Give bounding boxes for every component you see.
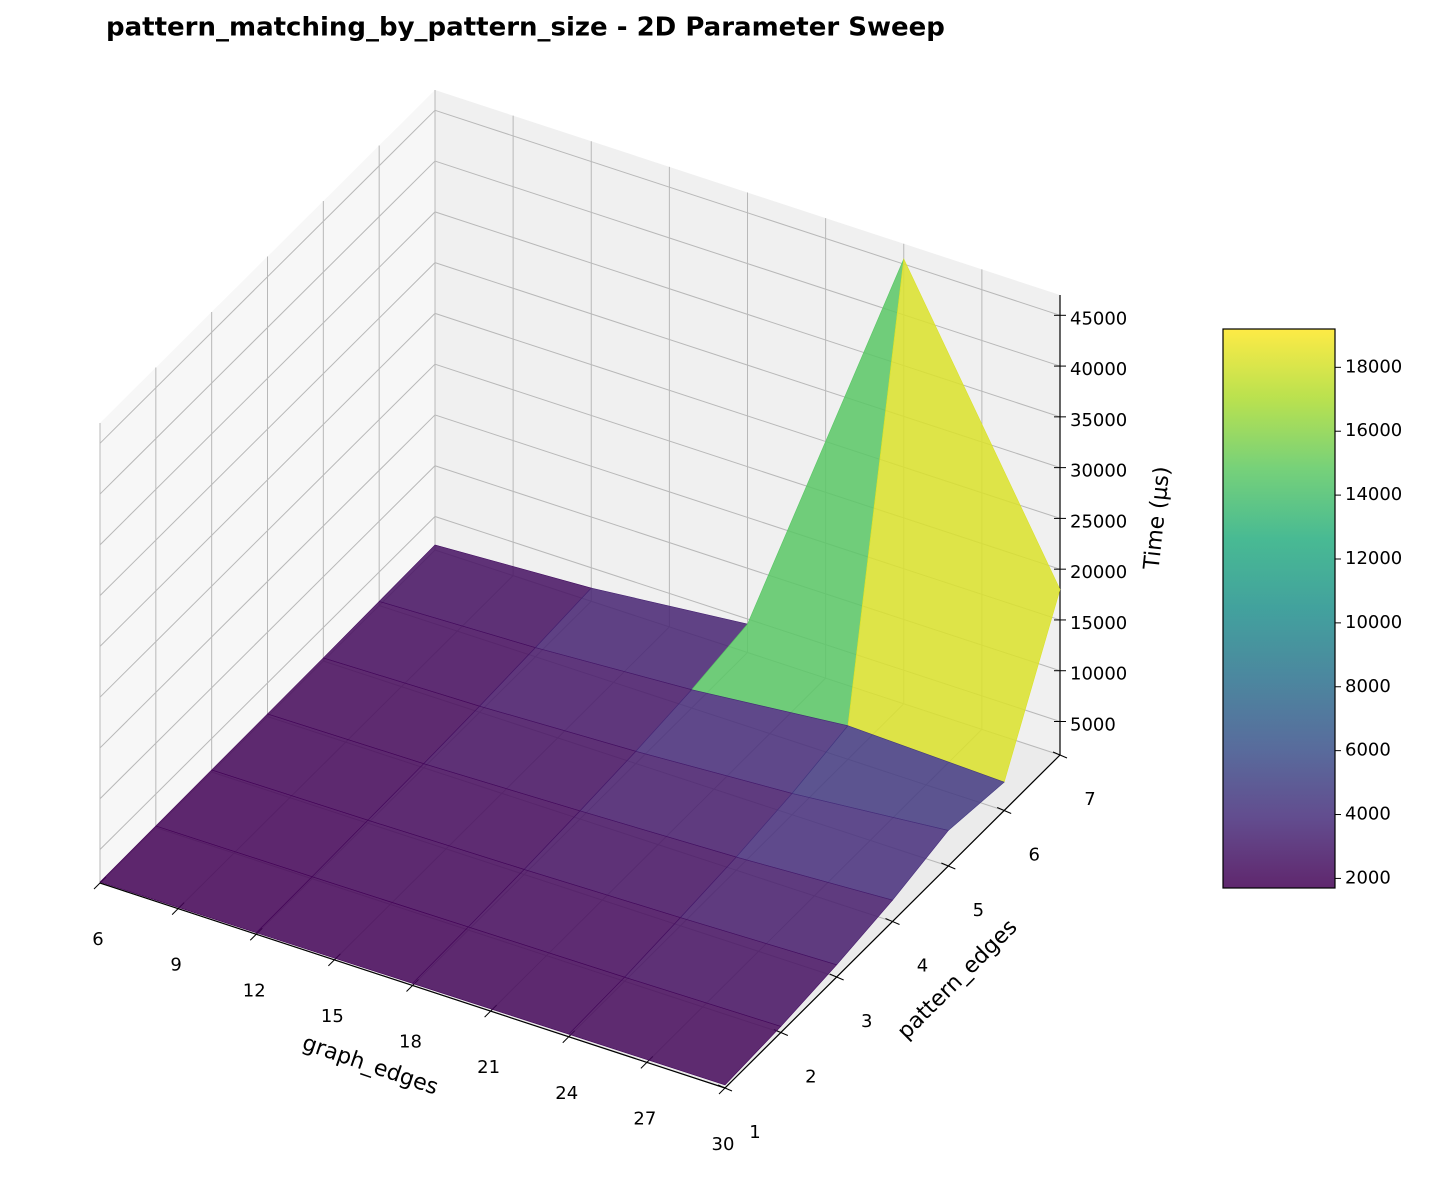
y-tick-label: 7 — [1084, 789, 1095, 810]
grid-line — [99, 363, 436, 698]
z-tick-label: 40000 — [1070, 359, 1127, 380]
z-tick-label: 10000 — [1070, 664, 1127, 685]
y-tick-label: 2 — [805, 1067, 816, 1088]
y-tick — [717, 1084, 733, 1092]
grid-line — [99, 313, 436, 647]
colorbar-tick-label: 18000 — [1345, 356, 1402, 377]
colorbar-tick-label: 12000 — [1345, 548, 1402, 569]
z-tick-label: 30000 — [1070, 461, 1127, 482]
z-tick-label: 5000 — [1070, 714, 1116, 735]
colorbar-tick-label: 14000 — [1345, 484, 1402, 505]
colorbar-tick-label: 8000 — [1345, 676, 1391, 697]
y-tick-label: 3 — [861, 1011, 872, 1032]
chart-title: pattern_matching_by_pattern_size - 2D Pa… — [106, 13, 945, 43]
grid-line — [99, 465, 436, 800]
colorbar-tick-label: 4000 — [1345, 804, 1391, 825]
z-tick-label: 15000 — [1070, 613, 1127, 634]
y-axis-label: pattern_edges — [893, 915, 1023, 1045]
x-tick-label: 6 — [92, 929, 103, 950]
colorbar-tick-label: 10000 — [1345, 612, 1402, 633]
x-tick-label: 30 — [712, 1134, 735, 1155]
x-tick-label: 15 — [321, 1006, 344, 1027]
colorbar — [1222, 328, 1336, 889]
x-tick-label: 24 — [555, 1083, 578, 1104]
z-tick-label: 25000 — [1070, 511, 1127, 532]
y-tick-label: 5 — [973, 900, 984, 921]
y-tick-label: 6 — [1028, 845, 1039, 866]
y-tick — [885, 918, 900, 925]
z-axis-label: Time (µs) — [1140, 465, 1176, 572]
grid-line — [99, 109, 436, 444]
grid-line — [99, 516, 436, 850]
grid-line — [434, 160, 1061, 367]
y-tick — [941, 862, 956, 870]
z-tick-label: 45000 — [1070, 308, 1127, 329]
surface-face — [568, 976, 782, 1086]
x-tick-label: 21 — [477, 1057, 500, 1078]
grid-line — [99, 211, 436, 546]
grid-line — [99, 414, 436, 749]
x-tick-label: 18 — [399, 1032, 422, 1053]
grid-line — [99, 262, 436, 596]
y-tick — [1052, 751, 1068, 759]
z-tick-label: 35000 — [1070, 410, 1127, 431]
colorbar-tick-label: 16000 — [1345, 420, 1402, 441]
grid-line — [434, 109, 1061, 316]
x-tick-label: 12 — [243, 980, 266, 1001]
y-tick — [996, 807, 1012, 814]
z-tick-label: 20000 — [1070, 562, 1127, 583]
y-tick — [829, 973, 844, 981]
grid-line — [99, 160, 436, 495]
y-tick-label: 4 — [917, 956, 928, 977]
colorbar-tick-label: 2000 — [1345, 867, 1391, 888]
x-tick-label: 9 — [170, 955, 181, 976]
y-tick-label: 1 — [749, 1122, 760, 1143]
x-tick-label: 27 — [633, 1108, 656, 1129]
colorbar-tick-label: 6000 — [1345, 740, 1391, 761]
